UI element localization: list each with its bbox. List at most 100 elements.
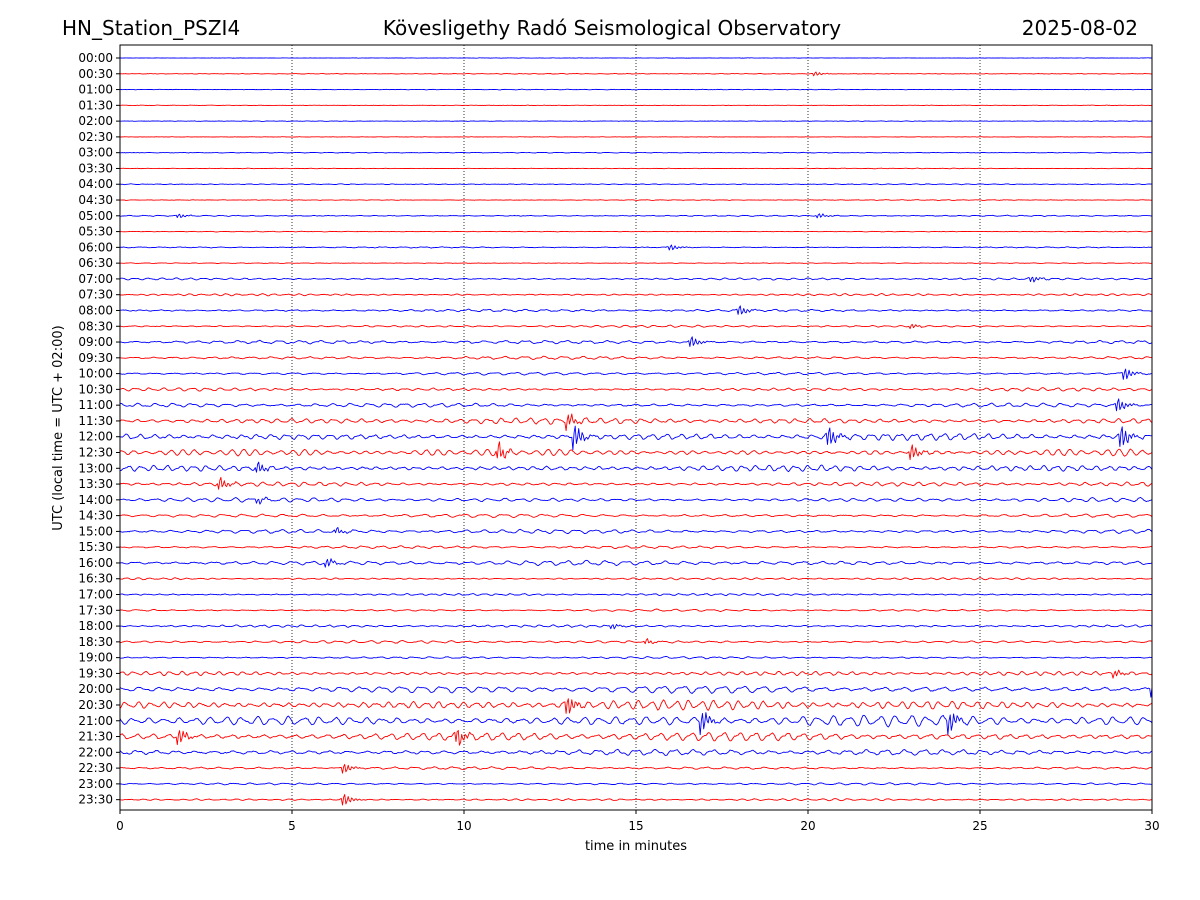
y-tick-label: 13:30 bbox=[78, 477, 113, 491]
seismic-trace bbox=[119, 183, 1153, 186]
seismic-trace bbox=[119, 441, 1153, 461]
seismic-trace bbox=[119, 461, 1153, 473]
seismic-trace bbox=[119, 763, 1153, 774]
y-tick-label: 15:30 bbox=[78, 540, 113, 554]
y-tick-label: 17:30 bbox=[78, 603, 113, 617]
seismic-trace bbox=[119, 669, 1153, 679]
x-tick-label: 25 bbox=[972, 819, 987, 833]
seismic-trace bbox=[119, 276, 1153, 283]
seismic-trace bbox=[119, 167, 1153, 170]
y-tick-label: 20:30 bbox=[78, 698, 113, 712]
seismic-trace bbox=[119, 305, 1153, 315]
y-tick-label: 19:00 bbox=[78, 651, 113, 665]
y-tick-label: 15:00 bbox=[78, 524, 113, 538]
seismic-trace bbox=[119, 698, 1153, 714]
seismic-traces bbox=[119, 57, 1153, 806]
x-tick-label: 20 bbox=[800, 819, 815, 833]
plot-frame bbox=[119, 44, 1153, 811]
seismic-trace bbox=[119, 608, 1153, 612]
y-tick-label: 10:30 bbox=[78, 382, 113, 396]
x-tick-label: 5 bbox=[288, 819, 296, 833]
y-tick-label: 05:00 bbox=[78, 209, 113, 223]
y-tick-label: 16:00 bbox=[78, 556, 113, 570]
seismic-trace bbox=[119, 244, 1153, 251]
chart-title: Kövesligethy Radó Seismological Observat… bbox=[383, 16, 841, 40]
seismic-trace bbox=[119, 730, 1153, 746]
seismic-trace bbox=[119, 655, 1152, 660]
seismic-trace bbox=[119, 748, 1153, 756]
seismic-trace bbox=[119, 387, 1153, 392]
seismic-trace bbox=[119, 592, 1153, 597]
seismic-trace bbox=[119, 104, 1153, 107]
x-tick-label: 30 bbox=[1144, 819, 1159, 833]
y-tick-label: 18:30 bbox=[78, 635, 113, 649]
seismic-trace bbox=[120, 88, 1153, 91]
seismic-trace bbox=[119, 368, 1153, 380]
x-axis-label: time in minutes bbox=[585, 839, 687, 854]
y-tick-label: 10:00 bbox=[78, 367, 113, 381]
y-tick-label: 00:00 bbox=[78, 51, 113, 65]
y-tick-label: 16:30 bbox=[78, 572, 113, 586]
y-tick-label: 07:00 bbox=[78, 272, 113, 286]
y-tick-label: 11:30 bbox=[78, 414, 113, 428]
seismic-trace bbox=[119, 527, 1153, 534]
chart-date: 2025-08-02 bbox=[1022, 16, 1138, 40]
y-tick-label: 12:00 bbox=[78, 430, 113, 444]
y-tick-label: 05:30 bbox=[78, 225, 113, 239]
y-tick-label: 02:30 bbox=[78, 130, 113, 144]
y-tick-label: 19:30 bbox=[78, 666, 113, 680]
seismic-trace bbox=[119, 545, 1152, 549]
seismic-trace bbox=[119, 638, 1153, 645]
seismic-trace bbox=[119, 151, 1153, 154]
x-tick-label: 10 bbox=[456, 819, 471, 833]
y-tick-label: 07:30 bbox=[78, 288, 113, 302]
y-tick-label: 08:30 bbox=[78, 319, 113, 333]
seismic-trace bbox=[120, 577, 1153, 581]
y-tick-label: 04:30 bbox=[78, 193, 113, 207]
y-tick-label: 06:00 bbox=[78, 240, 113, 254]
x-tick-label: 0 bbox=[116, 819, 124, 833]
y-tick-label: 18:00 bbox=[78, 619, 113, 633]
y-tick-label: 04:00 bbox=[78, 177, 113, 191]
y-tick-label: 23:30 bbox=[78, 793, 113, 807]
y-tick-label: 21:00 bbox=[78, 714, 113, 728]
seismic-trace bbox=[119, 230, 1153, 233]
seismic-trace bbox=[119, 323, 1153, 330]
y-tick-label: 01:30 bbox=[78, 98, 113, 112]
y-tick-label: 08:00 bbox=[78, 303, 113, 317]
seismic-trace bbox=[119, 425, 1152, 451]
seismic-trace bbox=[119, 558, 1153, 568]
x-tick-label: 15 bbox=[628, 819, 643, 833]
seismic-trace bbox=[119, 712, 1153, 736]
seismic-trace bbox=[120, 496, 1153, 505]
y-tick-label: 09:30 bbox=[78, 351, 113, 365]
y-tick-label: 22:30 bbox=[78, 761, 113, 775]
seismic-trace bbox=[119, 71, 1153, 77]
y-tick-label: 22:00 bbox=[78, 745, 113, 759]
seismic-trace bbox=[119, 513, 1153, 518]
y-tick-label: 06:30 bbox=[78, 256, 113, 270]
seismic-trace bbox=[120, 623, 1153, 630]
seismic-trace bbox=[119, 476, 1153, 490]
y-tick-label: 13:00 bbox=[78, 461, 113, 475]
seismic-trace bbox=[119, 685, 1153, 698]
seismic-trace bbox=[119, 398, 1153, 412]
seismic-trace bbox=[119, 120, 1153, 122]
y-tick-label: 12:30 bbox=[78, 446, 113, 460]
y-tick-label: 20:00 bbox=[78, 682, 113, 696]
x-axis-ticks: 0 5 10 15 20 25 30 bbox=[116, 810, 1160, 833]
seismic-trace bbox=[119, 262, 1152, 264]
y-tick-label: 01:00 bbox=[78, 83, 113, 97]
y-tick-label: 14:00 bbox=[78, 493, 113, 507]
y-tick-label: 03:00 bbox=[78, 146, 113, 160]
seismic-trace bbox=[119, 413, 1153, 432]
y-tick-label: 00:30 bbox=[78, 67, 113, 81]
y-tick-label: 23:00 bbox=[78, 777, 113, 791]
y-tick-label: 03:30 bbox=[78, 161, 113, 175]
seismic-trace bbox=[119, 293, 1153, 297]
y-tick-label: 02:00 bbox=[78, 114, 113, 128]
y-tick-label: 09:00 bbox=[78, 335, 113, 349]
seismic-trace bbox=[119, 213, 1153, 219]
